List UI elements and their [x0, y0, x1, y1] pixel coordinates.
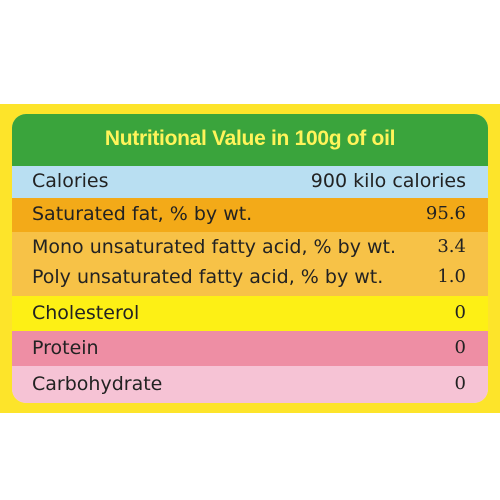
- mono-unsaturated-label: Mono unsaturated fatty acid, % by wt.: [32, 236, 397, 258]
- row-fatty-acids: Mono unsaturated fatty acid, % by wt. 3.…: [12, 232, 488, 296]
- protein-label: Protein: [32, 337, 99, 359]
- row-carbohydrate: Carbohydrate 0: [12, 366, 488, 403]
- cholesterol-value: 0: [454, 302, 466, 323]
- table-title: Nutritional Value in 100g of oil: [104, 127, 396, 150]
- protein-value: 0: [454, 337, 466, 358]
- nutrition-table: Nutritional Value in 100g of oil Calorie…: [12, 114, 488, 403]
- row-protein: Protein 0: [12, 331, 488, 366]
- row-saturated-fat: Saturated fat, % by wt. 95.6: [12, 198, 488, 232]
- poly-unsaturated-label: Poly unsaturated fatty acid, % by wt.: [32, 266, 384, 288]
- calories-value: 900 kilo calories: [310, 170, 466, 192]
- table-header: Nutritional Value in 100g of oil: [12, 114, 488, 166]
- mono-unsaturated-value: 3.4: [437, 236, 466, 257]
- saturated-fat-label: Saturated fat, % by wt.: [32, 203, 253, 225]
- poly-unsaturated-value: 1.0: [437, 266, 466, 287]
- carbohydrate-value: 0: [454, 373, 466, 394]
- row-cholesterol: Cholesterol 0: [12, 296, 488, 331]
- calories-label: Calories: [32, 170, 109, 192]
- carbohydrate-label: Carbohydrate: [32, 373, 163, 395]
- row-calories: Calories 900 kilo calories: [12, 166, 488, 198]
- saturated-fat-value: 95.6: [425, 203, 466, 224]
- cholesterol-label: Cholesterol: [32, 302, 140, 324]
